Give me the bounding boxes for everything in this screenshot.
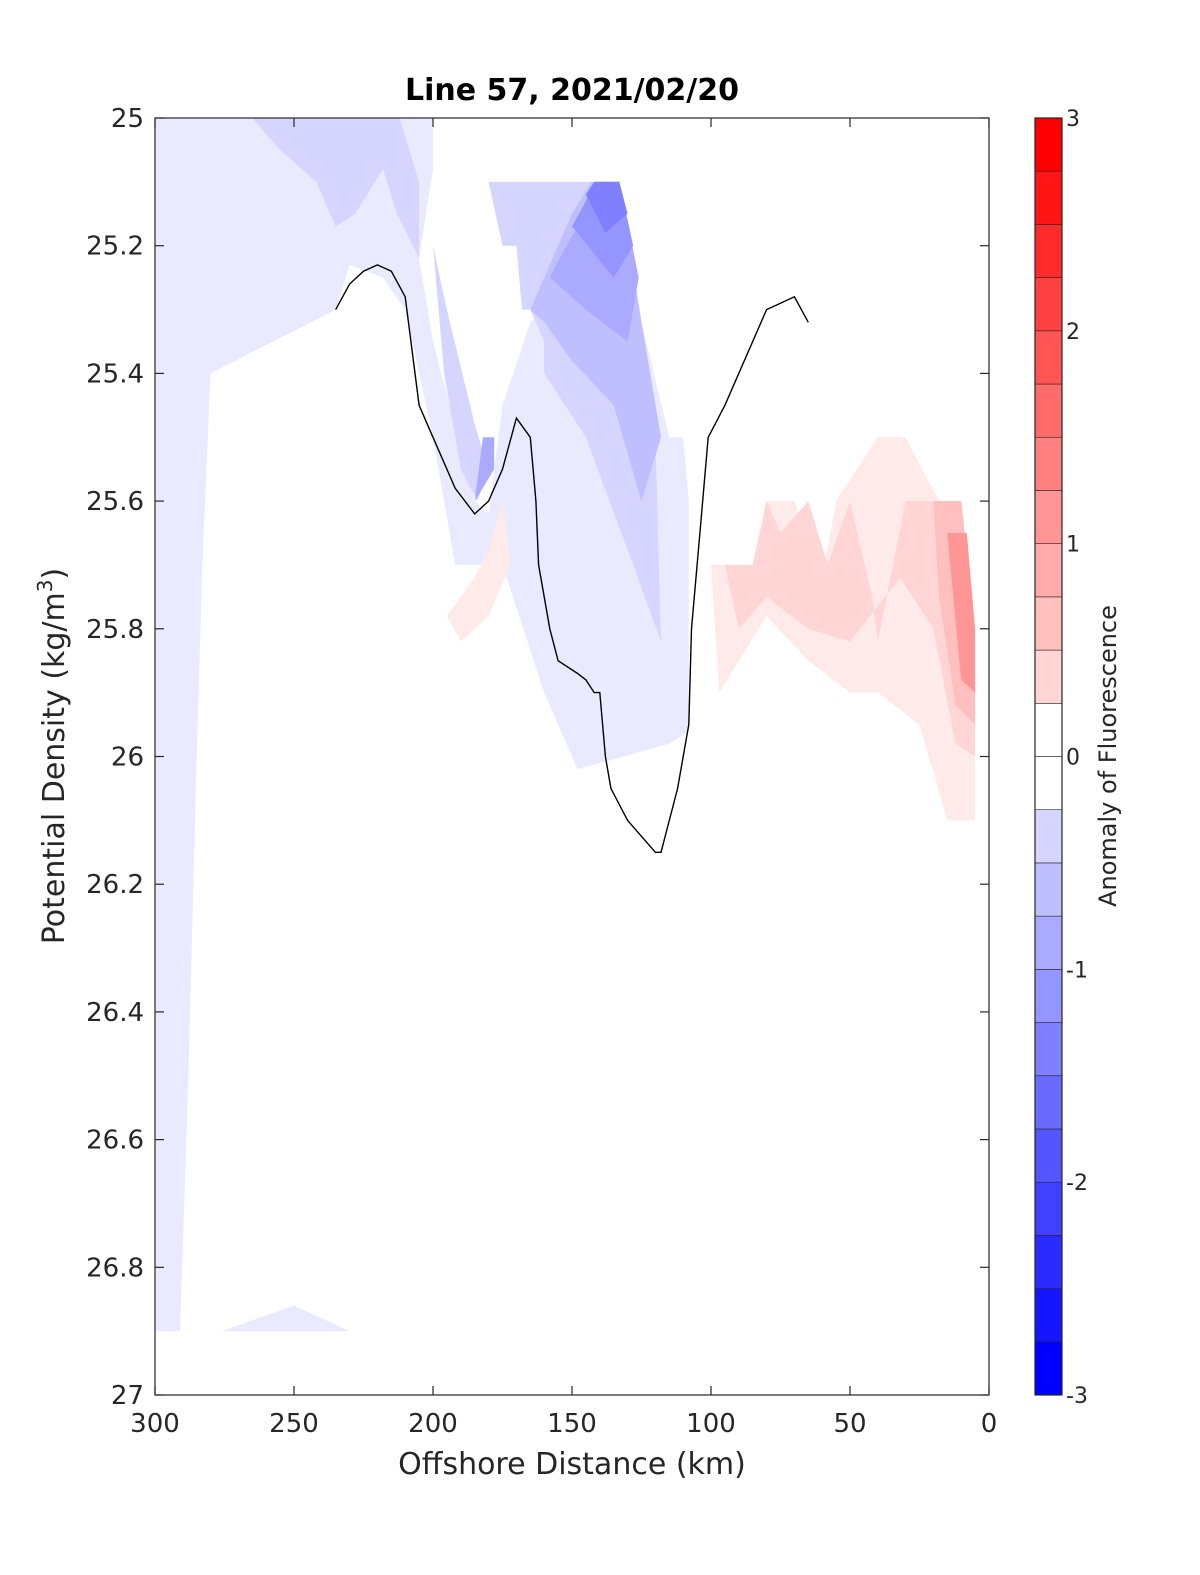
y-tick-label-7: 26.4 xyxy=(86,998,144,1028)
colorbar-tick-label-5: 2 xyxy=(1066,320,1080,345)
colorbar-bin-18 xyxy=(1034,383,1063,438)
colorbar-bin-8 xyxy=(1034,915,1063,970)
x-tick-label-1: 250 xyxy=(269,1409,319,1439)
y-axis-label: Potential Density (kg/m3) xyxy=(33,568,72,944)
colorbar-tick-label-1: -2 xyxy=(1066,1171,1088,1196)
colorbar-bin-11 xyxy=(1034,756,1063,811)
fill-region-13 xyxy=(947,533,976,693)
chart-title: Line 57, 2021/02/20 xyxy=(405,73,739,108)
colorbar-bin-23 xyxy=(1034,117,1063,172)
colorbar-tick-label-4: 1 xyxy=(1066,533,1080,558)
x-tick-label-6: 0 xyxy=(981,1409,998,1439)
colorbar-bin-7 xyxy=(1034,969,1063,1023)
fill-region-7 xyxy=(585,181,628,233)
y-tick-label-0: 25 xyxy=(111,104,144,134)
colorbar-bin-6 xyxy=(1034,1022,1063,1077)
colorbar-bin-21 xyxy=(1034,224,1063,278)
colorbar-bin-15 xyxy=(1034,543,1063,598)
x-axis-label: Offshore Distance (km) xyxy=(398,1447,746,1482)
y-tick-label-1: 25.2 xyxy=(86,232,144,262)
y-axis-label-main: Potential Density (kg/m xyxy=(37,592,72,944)
colorbar-label: Anomaly of Fluorescence xyxy=(1094,605,1122,907)
x-tick-label-0: 300 xyxy=(130,1409,180,1439)
fill-region-1 xyxy=(155,118,420,259)
x-tick-label-2: 200 xyxy=(408,1409,458,1439)
y-tick-label-5: 26 xyxy=(111,743,144,773)
fill-region-0 xyxy=(155,118,689,1332)
colorbar-bin-12 xyxy=(1034,702,1063,757)
y-axis-label-sup: 3 xyxy=(33,579,57,592)
colorbar-bin-4 xyxy=(1034,1128,1063,1183)
colorbar: -3 -2 -1 0 1 2 3 xyxy=(1034,107,1088,1409)
colorbar-bin-16 xyxy=(1034,490,1063,544)
colorbar-tick-label-2: -1 xyxy=(1066,958,1088,983)
colorbar-bin-22 xyxy=(1034,170,1063,225)
y-tick-label-10: 27 xyxy=(111,1381,144,1411)
colorbar-tick-label-6: 3 xyxy=(1066,107,1080,132)
y-tick-label-3: 25.6 xyxy=(86,487,144,517)
x-axis: 300 250 200 150 100 50 0 xyxy=(130,118,997,1439)
zero-contour-lines xyxy=(335,264,809,853)
colorbar-bin-14 xyxy=(1034,596,1063,651)
y-tick-label-4: 25.8 xyxy=(86,615,144,645)
x-tick-label-4: 100 xyxy=(686,1409,736,1439)
colorbar-bin-0 xyxy=(1034,1341,1063,1396)
fill-region-14 xyxy=(446,501,511,642)
colorbar-bin-17 xyxy=(1034,436,1063,491)
y-tick-label-8: 26.6 xyxy=(86,1126,144,1156)
y-axis-label-close: ) xyxy=(37,568,72,580)
zero-contour-0 xyxy=(335,264,809,853)
colorbar-bin-1 xyxy=(1034,1288,1063,1343)
colorbar-bin-10 xyxy=(1034,809,1063,864)
x-tick-label-5: 50 xyxy=(833,1409,866,1439)
filled-contours xyxy=(155,118,976,1332)
colorbar-bin-9 xyxy=(1034,862,1063,917)
plot-area: 300 250 200 150 100 50 0 2525.225.425.625.8262… xyxy=(86,104,997,1439)
colorbar-bin-19 xyxy=(1034,330,1063,385)
y-axis: 25 25.2 25.4 25.6 25.8 26 26.2 26.4 26.6 26.8 27 xyxy=(86,104,989,1411)
fill-region-3 xyxy=(433,245,489,502)
fill-region-11 xyxy=(724,501,976,757)
colorbar-tick-label-3: 0 xyxy=(1066,746,1080,771)
x-tick-label-3: 150 xyxy=(547,1409,597,1439)
y-tick-label-6: 26.2 xyxy=(86,870,144,900)
y-tick-label-2: 25.4 xyxy=(86,359,144,389)
colorbar-bin-3 xyxy=(1034,1181,1063,1236)
y-tick-label-9: 26.8 xyxy=(86,1253,144,1283)
colorbar-bin-2 xyxy=(1034,1235,1063,1289)
colorbar-tick-label-0: -3 xyxy=(1066,1384,1088,1409)
colorbar-frame xyxy=(1034,117,1063,1396)
colorbar-bin-20 xyxy=(1034,277,1063,332)
colorbar-bin-13 xyxy=(1034,649,1063,704)
fill-region-8 xyxy=(474,437,495,502)
colorbar-bin-5 xyxy=(1034,1075,1063,1130)
